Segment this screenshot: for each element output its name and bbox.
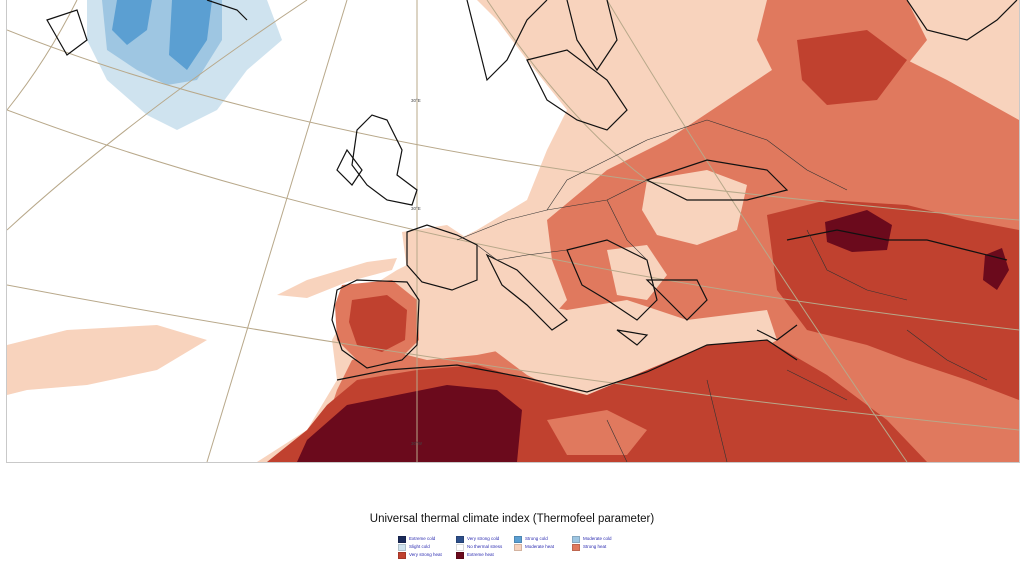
legend-label: Moderate heat — [525, 544, 555, 549]
carpathian-moderate — [642, 170, 747, 245]
extreme-heat-sahara — [297, 385, 522, 462]
very-strong-heat-east — [767, 200, 1019, 400]
moderate-heat-atlantic — [7, 325, 207, 395]
legend-item-very-strong-heat: Very strong heat — [398, 551, 456, 559]
very-strong-heat-iberia — [349, 295, 407, 352]
moderate-heat-band — [277, 258, 397, 298]
legend-label: Very strong cold — [467, 536, 500, 541]
balkan-moderate — [607, 245, 667, 300]
strong-cold-region — [112, 0, 212, 70]
graticule — [7, 0, 1019, 462]
legend-item-very-strong-cold: Very strong cold — [456, 535, 514, 543]
legend-title: Universal thermal climate index (Thermof… — [369, 513, 655, 525]
legend-swatch — [398, 543, 406, 551]
strong-heat-region — [307, 40, 1019, 462]
africa-moderate-patch — [547, 410, 647, 455]
legend-item-moderate-heat: Moderate heat — [514, 543, 572, 551]
legend-label: Moderate cold — [583, 536, 612, 541]
legend-label: Extreme cold — [409, 536, 436, 541]
legend-label: Very strong heat — [409, 552, 442, 557]
legend-swatch — [398, 551, 406, 559]
legend: Extreme cold Very strong cold Strong col… — [398, 535, 658, 559]
legend-item-slight-cold: Slight cold — [398, 543, 456, 551]
legend-label: No thermal stress — [467, 544, 503, 549]
legend-item-no-thermal-stress: No thermal stress — [456, 543, 514, 551]
legend-swatch — [398, 535, 406, 543]
legend-swatch — [456, 543, 464, 551]
legend-swatch — [572, 543, 580, 551]
graticule-label: 30°W — [411, 441, 423, 446]
legend-item-strong-cold: Strong cold — [514, 535, 572, 543]
very-strong-heat-russia — [797, 30, 907, 105]
legend-label: Strong cold — [525, 536, 548, 541]
graticule-label: 30°E — [411, 206, 421, 211]
graticule-label: 30°E — [411, 98, 421, 103]
country-borders — [456, 119, 988, 462]
legend-label: Slight cold — [409, 544, 430, 549]
legend-swatch — [456, 551, 464, 559]
map-canvas: 30°E 30°E 30°W — [7, 0, 1019, 462]
legend-swatch — [456, 535, 464, 543]
coastlines — [46, 0, 1018, 393]
extreme-heat-anatolia — [825, 210, 892, 252]
legend-label: Extreme heat — [467, 552, 494, 557]
legend-item-extreme-cold: Extreme cold — [398, 535, 456, 543]
thermal-map[interactable]: 30°E 30°E 30°W — [6, 0, 1020, 463]
legend-swatch — [572, 535, 580, 543]
legend-label: Strong heat — [583, 544, 607, 549]
legend-swatch — [514, 543, 522, 551]
mediterranean-sea-moderate — [447, 290, 777, 405]
legend-item-extreme-heat: Extreme heat — [456, 551, 514, 559]
legend-item-strong-heat: Strong heat — [572, 543, 630, 551]
legend-item-moderate-cold: Moderate cold — [572, 535, 630, 543]
legend-swatch — [514, 535, 522, 543]
